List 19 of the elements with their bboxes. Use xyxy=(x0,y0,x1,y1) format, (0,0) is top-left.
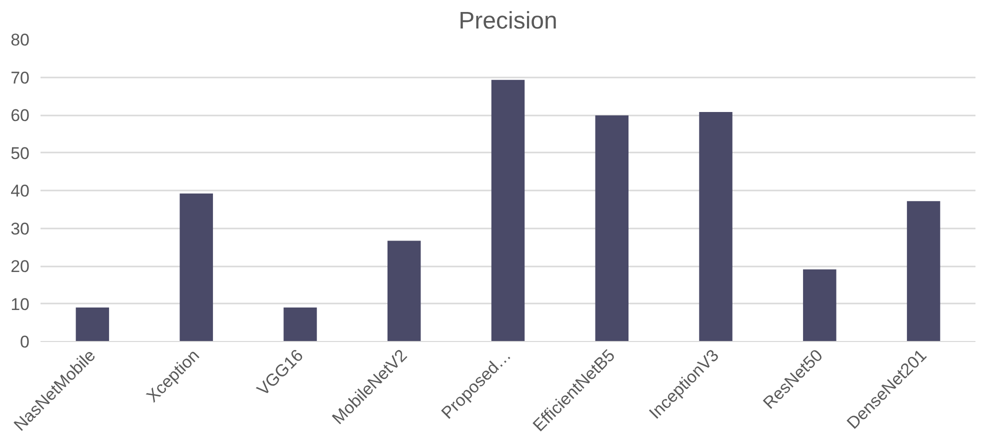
y-tick-label: 10 xyxy=(10,294,30,314)
y-tick-label: 70 xyxy=(10,68,30,88)
bar xyxy=(284,308,317,342)
bar xyxy=(491,80,525,342)
y-tick-label: 30 xyxy=(10,219,30,238)
y-tick-label: 50 xyxy=(10,144,30,163)
bar xyxy=(180,194,213,342)
y-tick-label: 40 xyxy=(10,182,30,200)
chart-title: Precision xyxy=(458,8,558,34)
bar xyxy=(803,269,836,342)
bar xyxy=(76,308,110,342)
bar xyxy=(387,240,421,342)
bar xyxy=(595,115,629,342)
y-tick-label: 0 xyxy=(20,332,30,352)
bar xyxy=(699,112,732,342)
y-tick-label: 80 xyxy=(10,30,30,50)
y-tick-label: 20 xyxy=(10,257,30,276)
bar xyxy=(906,201,940,342)
y-tick-label: 60 xyxy=(10,106,30,125)
